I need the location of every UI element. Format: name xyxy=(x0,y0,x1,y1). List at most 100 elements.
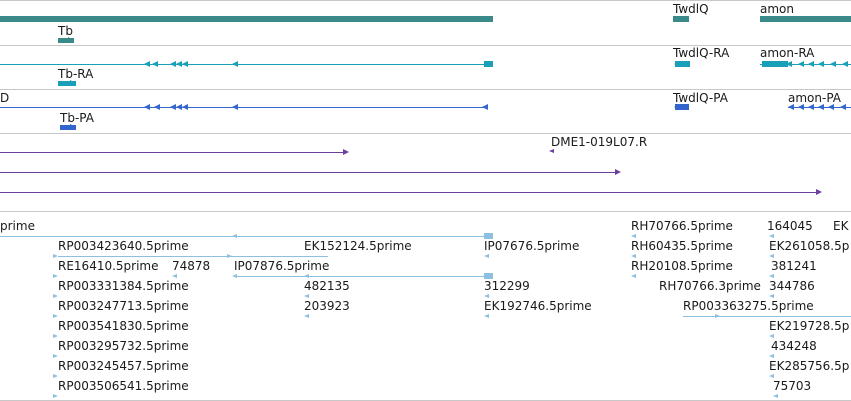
est-label[interactable]: RP003541830.5prime xyxy=(58,319,189,333)
gene-feature[interactable] xyxy=(760,16,851,22)
transcript-label[interactable]: amon-RA xyxy=(760,46,815,60)
est-label[interactable]: IP07676.5prime xyxy=(484,239,580,253)
clone-line[interactable] xyxy=(0,192,816,193)
gene-feature[interactable] xyxy=(673,16,689,22)
gene-label[interactable]: amon xyxy=(760,2,794,16)
strand-arrow xyxy=(170,104,176,110)
transcript-exon xyxy=(675,61,690,67)
gene-label[interactable]: TwdlQ xyxy=(673,2,709,16)
est-label[interactable]: RH20108.5prime xyxy=(631,259,733,273)
est-label[interactable]: EK152124.5prime xyxy=(304,239,412,253)
est-label[interactable]: IP07876.5prime xyxy=(234,259,330,273)
clone-line[interactable] xyxy=(0,152,344,153)
strand-arrow xyxy=(773,394,778,398)
est-label[interactable]: RH70766.5prime xyxy=(631,219,733,233)
est-label[interactable]: EK219728.5p xyxy=(769,319,850,333)
transcript-intron-line[interactable] xyxy=(0,64,490,65)
strand-arrow xyxy=(53,334,58,338)
est-line[interactable] xyxy=(683,316,851,317)
est-label[interactable]: 312299 xyxy=(484,279,530,293)
track-separator xyxy=(0,133,851,134)
est-label[interactable]: 434248 xyxy=(771,339,817,353)
est-line[interactable] xyxy=(58,256,328,257)
strand-arrow xyxy=(769,234,774,238)
est-line[interactable] xyxy=(234,276,492,277)
strand-arrow xyxy=(304,274,309,278)
feature-block xyxy=(160,256,166,257)
strand-arrow xyxy=(828,104,834,110)
est-label[interactable]: RP003506541.5prime xyxy=(58,379,189,393)
strand-arrow xyxy=(840,104,846,110)
strand-arrow xyxy=(304,314,309,318)
est-label[interactable]: 74878 xyxy=(172,259,211,273)
est-label[interactable]: RP003247713.5prime xyxy=(58,299,189,313)
transcript-exon xyxy=(762,61,788,67)
protein-label[interactable]: amon-PA xyxy=(788,91,841,105)
strand-arrow xyxy=(769,334,774,338)
est-label[interactable]: RP003295732.5prime xyxy=(58,339,189,353)
est-label[interactable]: 344786 xyxy=(769,279,815,293)
strand-arrow xyxy=(769,254,774,258)
track-separator xyxy=(0,45,851,46)
protein-label[interactable]: TwdlQ-PA xyxy=(673,91,728,105)
est-label[interactable]: EK261058.5p xyxy=(769,239,850,253)
strand-arrow xyxy=(482,104,488,110)
est-label[interactable]: EK192746.5prime xyxy=(484,299,592,313)
strand-arrow xyxy=(808,61,814,67)
strand-arrow xyxy=(154,104,160,110)
strand-arrow xyxy=(769,274,774,278)
track-separator xyxy=(0,0,851,1)
track-separator xyxy=(0,89,851,90)
clone-line[interactable] xyxy=(0,172,616,173)
est-label[interactable]: 164045 xyxy=(767,219,813,233)
strand-arrow xyxy=(68,37,74,43)
est-label[interactable]: RP003331384.5prime xyxy=(58,279,189,293)
strand-arrow xyxy=(53,354,58,358)
protein-line[interactable] xyxy=(0,107,486,108)
strand-arrow xyxy=(808,104,814,110)
clone-label[interactable]: DME1-019L07.R xyxy=(551,135,648,149)
est-label[interactable]: RP003245457.5prime xyxy=(58,359,189,373)
strand-arrow xyxy=(798,61,804,67)
strand-arrow xyxy=(830,61,836,67)
est-label[interactable]: 203923 xyxy=(304,299,350,313)
est-label[interactable]: RP003423640.5prime xyxy=(58,239,189,253)
strand-arrow xyxy=(484,294,489,298)
est-label[interactable]: 482135 xyxy=(304,279,350,293)
est-label[interactable]: EK285756.5p xyxy=(769,359,850,373)
strand-arrow xyxy=(144,104,150,110)
strand-arrow xyxy=(683,16,689,22)
est-label[interactable]: 75703 xyxy=(773,379,812,393)
gene-feature[interactable] xyxy=(0,16,493,22)
est-label[interactable]: RP003363275.5prime xyxy=(683,299,814,313)
strand-arrow xyxy=(70,124,76,130)
strand-arrow xyxy=(818,104,824,110)
protein-label[interactable]: Tb-PA xyxy=(60,111,94,125)
strand-arrow xyxy=(232,274,237,278)
strand-arrow xyxy=(631,234,636,238)
transcript-intron-line[interactable] xyxy=(760,64,851,65)
est-line[interactable] xyxy=(0,236,490,237)
transcript-label[interactable]: Tb-RA xyxy=(58,67,94,81)
strand-arrow xyxy=(182,104,188,110)
est-label[interactable]: RH70766.3prime xyxy=(659,279,761,293)
transcript-label[interactable]: TwdlQ-RA xyxy=(673,46,730,60)
strand-arrow xyxy=(769,294,774,298)
gene-label[interactable]: Tb xyxy=(58,24,73,38)
strand-arrow xyxy=(53,394,58,398)
est-label[interactable]: EK xyxy=(833,219,849,233)
strand-arrow xyxy=(674,61,680,67)
gene-feature[interactable] xyxy=(58,38,74,43)
strand-arrow xyxy=(842,61,848,67)
est-label[interactable]: RE16410.5prime xyxy=(58,259,159,273)
est-label[interactable]: prime xyxy=(0,219,35,233)
est-label[interactable]: 381241 xyxy=(771,259,817,273)
strand-arrow xyxy=(304,294,309,298)
strand-arrow xyxy=(631,254,636,258)
strand-arrow xyxy=(343,149,349,155)
transcript-exon xyxy=(484,61,493,67)
strand-arrow xyxy=(232,61,238,67)
protein-label[interactable]: D xyxy=(0,91,10,105)
est-label[interactable]: RH60435.5prime xyxy=(631,239,733,253)
